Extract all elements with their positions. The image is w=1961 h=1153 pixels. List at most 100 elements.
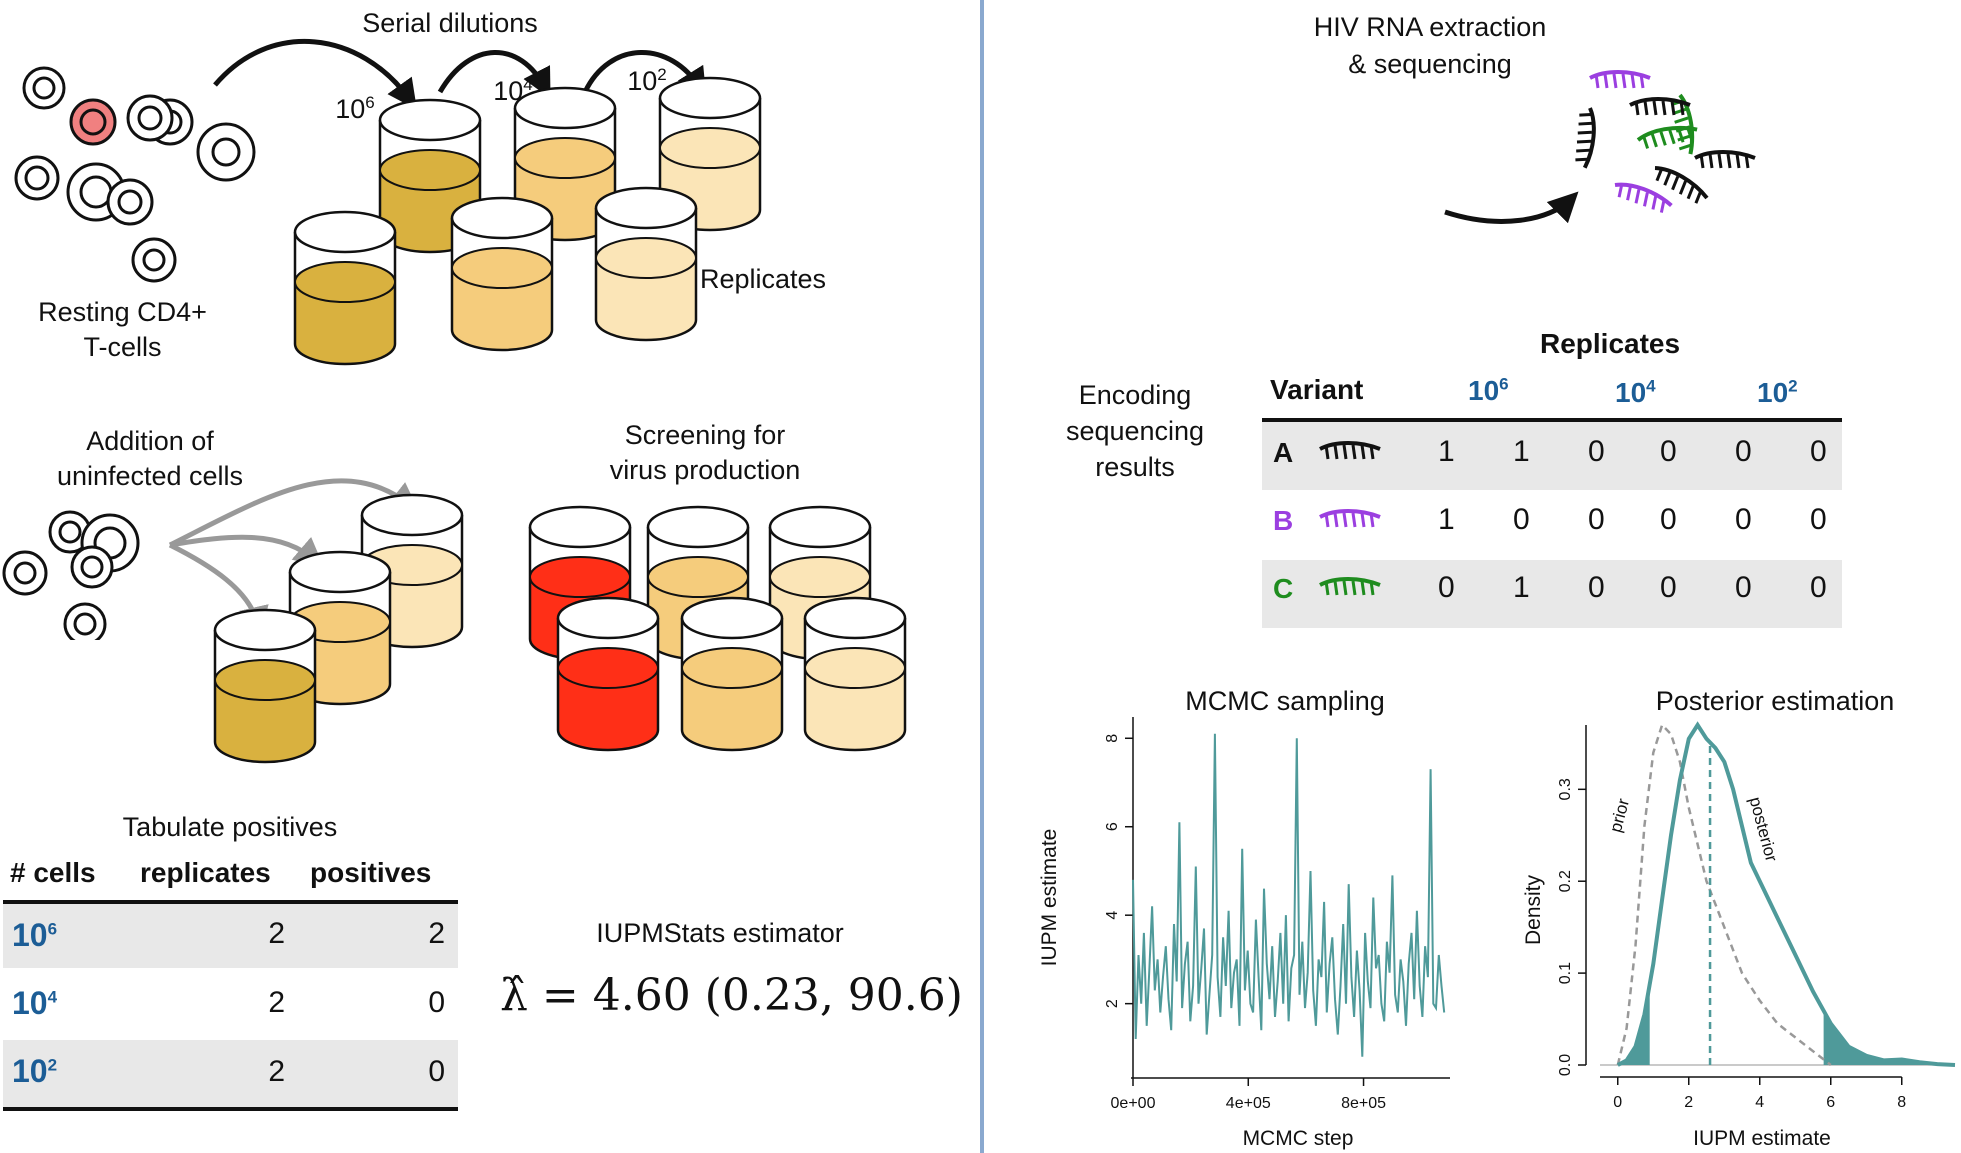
- rna-strands: [1575, 70, 1756, 213]
- rna-strand-purple: [1614, 182, 1673, 213]
- variant-cell: 0: [1588, 571, 1605, 604]
- y-tick-label: 0.1: [1557, 962, 1574, 984]
- variant-cell: 0: [1810, 571, 1827, 604]
- replicates-label: Replicates: [700, 264, 827, 294]
- rna-strand-purple: [1589, 70, 1651, 89]
- table-row-replicates: 2: [268, 917, 285, 950]
- beaker-addition-1: [213, 608, 317, 764]
- prior-curve: [1616, 722, 1832, 1066]
- x-tick-label: 0: [1613, 1094, 1622, 1111]
- table-row-cells: 102: [12, 1053, 58, 1089]
- variant-cell: 0: [1588, 503, 1605, 536]
- x-tick-label: 4: [1755, 1094, 1764, 1111]
- serial-dilution-arrows: [213, 38, 707, 110]
- posterior-chart: Posterior estimation IUPM estimate Density…: [1522, 686, 1956, 1150]
- variant-cell: 1: [1438, 503, 1455, 536]
- variant-cell: 0: [1660, 503, 1677, 536]
- variant-row-bg-a: [1262, 422, 1842, 490]
- extraction-label-2: & sequencing: [1348, 49, 1512, 79]
- y-tick-label: 6: [1104, 822, 1121, 831]
- table-row-positives: 0: [428, 986, 445, 1019]
- addition-label-1: Addition of: [86, 426, 214, 456]
- chart-title: Posterior estimation: [1656, 686, 1895, 716]
- extraction-label-1: HIV RNA extraction: [1313, 12, 1547, 42]
- variant-cell: 0: [1660, 435, 1677, 468]
- variant-cell: 0: [1438, 571, 1455, 604]
- table-row-cells: 106: [12, 917, 58, 953]
- x-tick-label: 0e+00: [1111, 1095, 1156, 1112]
- y-tick-label: 4: [1104, 911, 1121, 920]
- posterior-annotation: posterior: [1746, 795, 1782, 864]
- panel-divider: [980, 0, 984, 1153]
- variant-row-bg-c: [1262, 560, 1842, 628]
- variant-strand: [1319, 509, 1381, 528]
- variant-cell: 0: [1810, 435, 1827, 468]
- table-row-replicates: 2: [268, 1055, 285, 1088]
- screening-label-2: virus production: [609, 455, 801, 485]
- variant-strand: [1319, 577, 1381, 596]
- y-tick-label: 0.2: [1557, 870, 1574, 892]
- header-positives: positives: [310, 857, 432, 888]
- beaker-dilution-3-rep2: [594, 186, 698, 342]
- variant-header: Variant: [1270, 374, 1364, 405]
- variant-cell: 0: [1513, 503, 1530, 536]
- table-row-cells: 104: [12, 985, 58, 1021]
- variant-name: C: [1273, 573, 1294, 604]
- rna-strand-black: [1629, 97, 1691, 116]
- resting-cells: [14, 66, 256, 283]
- addition-label-2: uninfected cells: [56, 461, 244, 491]
- prior-annotation: prior: [1606, 796, 1633, 834]
- x-tick-label: 2: [1684, 1094, 1693, 1111]
- screening-label-1: Screening for: [624, 420, 786, 450]
- table-top-rule: [3, 900, 458, 904]
- table-row-positives: 0: [428, 1055, 445, 1088]
- replicates-title: Replicates: [1540, 328, 1681, 359]
- variant-cell: 0: [1735, 435, 1752, 468]
- dilution-label-2: 104: [493, 75, 533, 106]
- dilution-header-2: 104: [1615, 376, 1656, 408]
- table-row-bg-3: [3, 1040, 458, 1107]
- variant-name: B: [1273, 505, 1294, 536]
- y-axis-label: IUPM estimate: [1038, 829, 1061, 967]
- resting-cells-label-2: T-cells: [83, 332, 162, 362]
- y-tick-label: 2: [1104, 999, 1121, 1008]
- x-axis-label: IUPM estimate: [1693, 1127, 1831, 1150]
- estimator-title: IUPMStats estimator: [596, 918, 844, 948]
- header-cells: # cells: [10, 857, 96, 888]
- sequencing-arrow: [1444, 191, 1579, 224]
- variant-cell: 0: [1660, 571, 1677, 604]
- variant-cell: 0: [1735, 571, 1752, 604]
- table-row-positives: 2: [428, 917, 445, 950]
- header-replicates: replicates: [140, 857, 271, 888]
- variant-name: A: [1273, 437, 1294, 468]
- variant-rna-icon: [1319, 441, 1381, 460]
- rna-strand-green: [1636, 125, 1698, 149]
- x-tick-label: 6: [1826, 1094, 1835, 1111]
- x-tick-label: 8e+05: [1341, 1095, 1386, 1112]
- variant-cell: 0: [1735, 503, 1752, 536]
- dilution-label-1: 106: [335, 93, 375, 124]
- chart-title: MCMC sampling: [1185, 686, 1385, 716]
- variant-cell: 0: [1588, 435, 1605, 468]
- right-diagram-graphics: [1444, 70, 1756, 224]
- rna-strand-black: [1654, 166, 1709, 204]
- rna-strand-black: [1575, 107, 1596, 169]
- variant-cell: 0: [1810, 503, 1827, 536]
- posterior-lower-tail: [1617, 984, 1650, 1065]
- beaker-dilution-2-rep2: [450, 196, 554, 352]
- dilution-header-1: 106: [1468, 374, 1509, 406]
- uninfected-cells: [2, 510, 140, 640]
- x-axis-label: MCMC step: [1243, 1127, 1354, 1150]
- posterior-curve: [1616, 721, 1956, 1067]
- mcmc-chart: MCMC sampling MCMC step IUPM estimate 0e+00…: [1038, 686, 1450, 1150]
- beakers-layer: [213, 76, 907, 764]
- variant-cell: 1: [1513, 571, 1530, 604]
- y-tick-label: 0.0: [1557, 1054, 1574, 1076]
- beaker-screen-5: [680, 596, 784, 752]
- encoding-label-1: Encoding: [1078, 380, 1192, 410]
- tabulate-title: Tabulate positives: [122, 812, 338, 842]
- y-tick-label: 0.3: [1557, 778, 1574, 800]
- encoding-label-2: sequencing: [1065, 416, 1205, 446]
- variant-rna-icon: [1319, 577, 1381, 596]
- encoding-label-3: results: [1095, 452, 1175, 482]
